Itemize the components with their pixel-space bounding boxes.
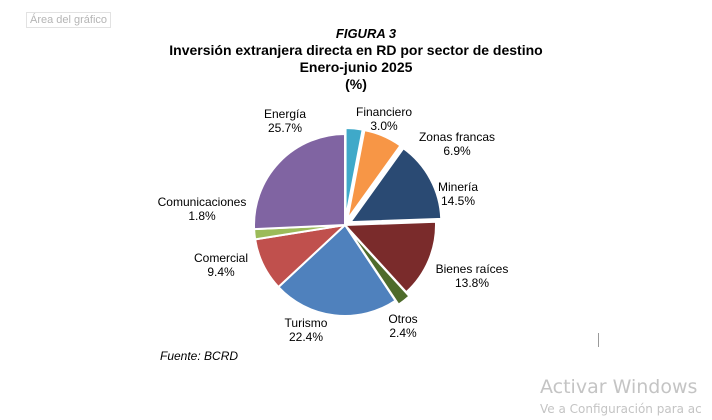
slice-label: Energía [264,107,306,121]
slice-value-label: 13.8% [455,276,489,290]
chart-subtitle: Enero-junio 2025 [299,59,413,75]
chart-unit: (%) [345,76,367,92]
windows-watermark-title: Activar Windows [540,376,698,398]
pie-slice-zonas-francas [346,128,402,221]
chart-area-label: Área del gráfico [26,12,112,28]
slice-value-label: 1.8% [188,209,216,223]
figure-label: FIGURA 3 [335,26,397,41]
pie-slice-bienes-ra-ces [342,220,437,294]
slice-label: Financiero [356,105,412,119]
slice-label: Zonas francas [419,130,495,144]
slice-value-label: 25.7% [268,121,302,135]
chart-title-block: FIGURA 3 Inversión extranjera directa en… [0,26,712,93]
windows-watermark-subtitle: Ve a Configuración para ac [540,402,702,416]
slice-value-label: 22.4% [289,330,323,344]
slice-value-label: 2.4% [389,326,417,340]
slice-label: Turismo [285,316,328,330]
slice-value-label: 6.9% [443,144,471,158]
pie-slice-financiero [344,127,364,220]
pie-slice-turismo [277,223,397,317]
slice-value-label: 3.0% [370,119,398,133]
slice-label: Minería [438,180,478,194]
pie-slice-otros [347,228,411,307]
source-note: Fuente: BCRD [160,349,239,363]
slice-label: Otros [388,312,417,326]
slice-label: Bienes raíces [436,262,509,276]
slice-value-label: 9.4% [207,265,235,279]
pie-slice-energ-a [253,132,346,231]
slice-label: Comunicaciones [158,195,247,209]
chart-title: Inversión extranjera directa en RD por s… [169,42,543,58]
slice-value-label: 14.5% [441,194,475,208]
slice-label: Comercial [194,251,248,265]
pie-slice-miner-a [348,146,443,224]
divider [598,333,599,347]
